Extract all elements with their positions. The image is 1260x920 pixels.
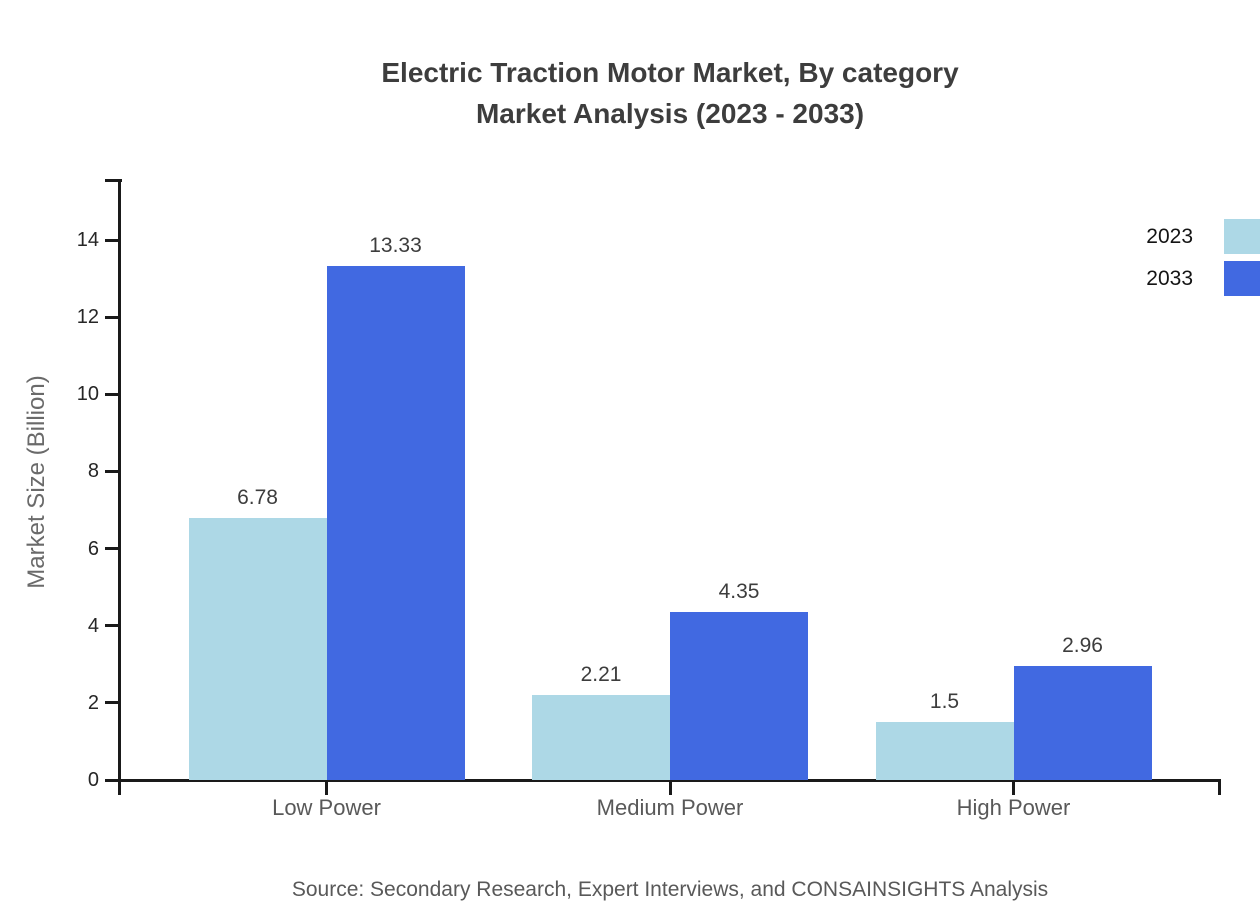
y-tick: [105, 701, 120, 705]
legend-item-2033: 2033: [1146, 261, 1260, 296]
bar-2023-low-power: [188, 518, 327, 780]
legend-swatch-2033: [1224, 261, 1260, 296]
x-tick: [325, 780, 328, 795]
bar-value-label: 6.78: [237, 486, 278, 510]
x-tick: [668, 780, 672, 795]
x-tick: [1012, 780, 1015, 795]
source-attribution: Source: Secondary Research, Expert Inter…: [291, 878, 1049, 901]
y-tick: [105, 392, 120, 396]
y-tick: [105, 469, 120, 473]
chart-title-line1: Electric Traction Motor Market, By categ…: [381, 57, 959, 88]
x-axis-line: [105, 778, 1221, 782]
x-category-label: Low Power: [272, 795, 381, 820]
legend-label-2033: 2033: [1146, 266, 1193, 290]
y-axis-line: [117, 180, 121, 795]
y-tick-label: 14: [76, 229, 99, 251]
y-tick-label: 4: [87, 614, 99, 637]
y-tick: [105, 315, 120, 319]
y-tick-label: 6: [87, 537, 99, 560]
chart-title: Electric Traction Motor Market, By categ…: [90, 52, 1250, 134]
legend-swatch-2023: [1224, 219, 1260, 254]
y-tick: [105, 778, 120, 782]
y-axis-end-tick: [105, 178, 122, 182]
legend-label-2023: 2023: [1146, 224, 1193, 248]
y-tick-label: 12: [76, 306, 99, 329]
y-tick: [105, 624, 120, 628]
x-category-label: High Power: [956, 795, 1071, 820]
y-tick: [105, 547, 120, 551]
legend: 2023 2033: [1146, 219, 1260, 296]
y-tick-label: 2: [87, 691, 99, 714]
bar-value-label: 2.21: [580, 662, 622, 686]
legend-item-2023: 2023: [1146, 219, 1260, 254]
bar-value-label: 13.33: [369, 233, 422, 257]
bar-value-label: 2.96: [1062, 633, 1103, 657]
bar-2033-high-power: [1013, 665, 1152, 780]
chart-title-line2: Market Analysis (2023 - 2033): [475, 98, 865, 129]
bar-2023-medium-power: [532, 694, 670, 780]
bar-2033-low-power: [326, 265, 465, 780]
x-category-label: Medium Power: [596, 795, 744, 820]
bar-2033-medium-power: [670, 612, 808, 780]
bar-value-label: 4.35: [718, 580, 760, 604]
y-tick-label: 8: [87, 460, 99, 483]
bar-2023-high-power: [875, 722, 1014, 780]
y-tick: [105, 238, 120, 242]
x-axis-end-tick: [1218, 780, 1221, 795]
bar-value-label: 1.5: [929, 690, 960, 714]
y-tick-label: 0: [87, 769, 99, 791]
y-tick-label: 10: [76, 383, 99, 406]
